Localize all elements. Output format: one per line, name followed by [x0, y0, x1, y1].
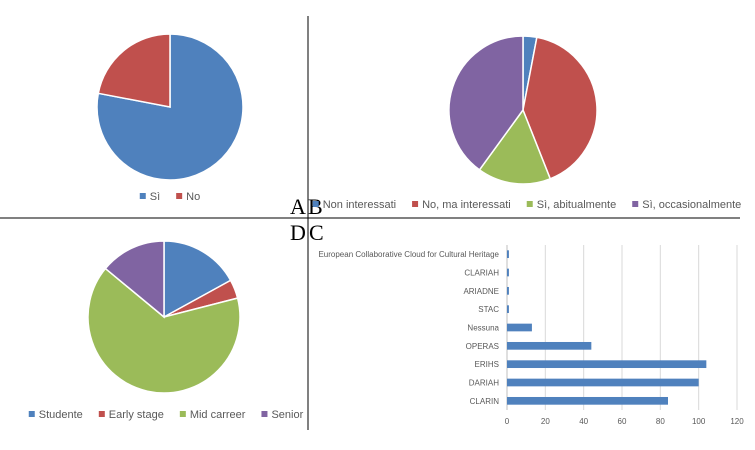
pie-slice-mid-carreer [87, 267, 241, 394]
x-tick-label-20: 20 [541, 417, 550, 426]
bar-dariah [507, 378, 699, 387]
pie-legend: Non interessati No, ma interessati Sì, abi… [312, 199, 741, 211]
legend-label: Studente [39, 409, 83, 421]
legend-swatch [176, 193, 183, 199]
category-label-nessuna: Nessuna [467, 324, 499, 333]
pie-legend: Sì No [139, 191, 200, 203]
legend-label: Sì [150, 191, 160, 203]
legend-item-senior: Senior [261, 409, 304, 421]
x-tick-label-80: 80 [656, 417, 665, 426]
bar-stac [507, 305, 509, 314]
legend-swatch [179, 411, 186, 417]
bar-erihs [507, 360, 707, 369]
legend-item-s-occasionalmente: Sì, occasionalmente [632, 199, 741, 211]
panel-b-pie-chart: Non interessati No, ma interessati Sì, abi… [312, 35, 741, 211]
legend-item-studente: Studente [28, 409, 83, 421]
category-label-stac: STAC [478, 305, 499, 314]
pie-slice-no-ma-interessati [522, 36, 598, 180]
bar-ariadne [507, 286, 509, 295]
legend-item-non-interessati: Non interessati [312, 199, 396, 211]
legend-label: Early stage [109, 409, 164, 421]
x-tick-label-100: 100 [692, 417, 706, 426]
panel-letter-c: C [309, 220, 324, 245]
bar-european-collaborative-cloud-for-cultural-heritage [507, 250, 509, 259]
legend-label: No, ma interessati [422, 199, 511, 211]
legend-swatch [526, 201, 533, 207]
panel-letter-a: A [290, 194, 306, 219]
panel-a-pie-chart: Sì No [96, 33, 244, 203]
legend-swatch [412, 201, 419, 207]
pie-slice-s [96, 33, 244, 181]
legend-item-s: Sì [139, 191, 160, 203]
legend-swatch [98, 411, 105, 417]
legend-label: Non interessati [323, 199, 396, 211]
pie-slice-senior [104, 240, 165, 319]
panel-c-pie-chart: Studente Early stage Mid carreer Senior [28, 240, 304, 421]
x-tick-label-0: 0 [505, 417, 510, 426]
pie-slice-no [97, 33, 171, 108]
bar-nessuna [507, 323, 532, 332]
x-tick-label-40: 40 [579, 417, 588, 426]
bar-clarin [507, 396, 668, 405]
legend-label: Senior [271, 409, 303, 421]
pie-slice-s-occasionalmente [448, 35, 524, 171]
legend-item-mid-carreer: Mid carreer [179, 409, 246, 421]
legend-swatch [632, 201, 639, 207]
category-label-clariah: CLARIAH [464, 269, 499, 278]
legend-item-no: No [176, 191, 200, 203]
legend-label: Sì, occasionalmente [642, 199, 741, 211]
panel-letter-d: D [290, 220, 306, 245]
x-tick-label-120: 120 [730, 417, 744, 426]
x-tick-label-60: 60 [618, 417, 627, 426]
legend-item-early-stage: Early stage [98, 409, 164, 421]
legend-item-s-abitualmente: Sì, abitualmente [526, 199, 617, 211]
legend-label: Mid carreer [190, 409, 246, 421]
category-label-clarin: CLARIN [470, 397, 500, 406]
legend-label: Sì, abitualmente [537, 199, 617, 211]
pie-slice-studente [163, 240, 232, 319]
legend-label: No [186, 191, 200, 203]
legend-swatch [28, 411, 35, 417]
category-label-european-collaborative-cloud-for-cultural-heritage: European Collaborative Cloud for Cultura… [318, 250, 499, 259]
category-label-dariah: DARIAH [469, 379, 499, 388]
legend-item-no-ma-interessati: No, ma interessati [412, 199, 511, 211]
bar-clariah [507, 268, 509, 277]
pie-legend: Studente Early stage Mid carreer Senior [28, 409, 304, 421]
pie-slice-s-abitualmente [478, 108, 552, 185]
legend-swatch [312, 201, 319, 207]
legend-swatch [261, 411, 268, 417]
category-label-erihs: ERIHS [475, 360, 499, 369]
panel-d-bar-chart: 0 20 40 60 80 100 120 European Collaborative Cl… [318, 245, 744, 426]
category-label-operas: OPERAS [466, 342, 499, 351]
bar-operas [507, 341, 592, 350]
category-label-ariadne: ARIADNE [463, 287, 499, 296]
legend-swatch [139, 193, 146, 199]
